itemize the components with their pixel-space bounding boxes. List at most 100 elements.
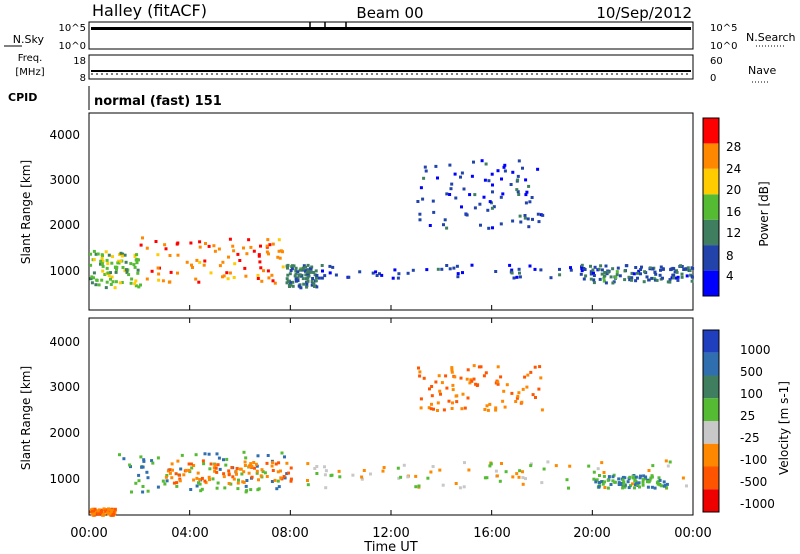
velocity-cell-2-30: [168, 468, 172, 472]
power-cell-0-56: [120, 254, 124, 258]
power-cell-0-80: [97, 283, 101, 287]
velocity-cell-1-14: [199, 489, 203, 493]
velocity-cell-0-84: [106, 511, 110, 515]
power-cell-4-52: [518, 214, 522, 218]
velocity-cell-2-29: [216, 463, 220, 467]
velocity-cell-4-17: [502, 389, 506, 393]
power-cell-1-72: [217, 247, 221, 251]
power-cell-0-75: [110, 261, 114, 265]
power-cell-3-11: [445, 264, 449, 267]
velocity-cell-5-76: [607, 475, 611, 479]
velocity-panel: Slant Range [km] 1000 2000 3000 4000: [19, 317, 694, 517]
velocity-cell-4-18: [461, 392, 465, 396]
power-cell-0-11: [105, 280, 109, 284]
power-cell-0-83: [104, 286, 108, 290]
velocity-cell-4-8: [429, 407, 433, 411]
velocity-cell-2-46: [208, 478, 211, 482]
power-cell-0-8: [135, 261, 139, 265]
power-cell-5-39: [592, 278, 596, 282]
velocity-cell-5-44: [641, 480, 645, 484]
power-cell-1-1: [268, 243, 272, 247]
power-cell-0-2: [105, 258, 109, 262]
power-cell-5-34: [603, 274, 607, 278]
velocity-cell-5-61: [634, 481, 638, 485]
power-cell-5-63: [688, 269, 692, 273]
power-cell-3-41: [328, 264, 332, 268]
velocity-cell-2-57: [243, 464, 247, 467]
power-cell-2-70: [286, 273, 290, 277]
velocity-cell-1-68: [256, 454, 260, 458]
power-cell-1-3: [281, 265, 285, 269]
velocity-cell-5-10: [623, 485, 627, 489]
power-cell-2-71: [285, 264, 289, 268]
velocity-cell-3-44: [521, 482, 525, 486]
xtick-5: 20:00: [573, 526, 610, 541]
velocity-cell-3-24: [546, 460, 550, 464]
power-cell-4-13: [524, 201, 528, 205]
power-cell-1-65: [163, 243, 167, 247]
velocity-cell-2-2: [203, 479, 207, 483]
power-cell-3-12: [593, 265, 597, 269]
power-cell-2-78: [309, 267, 313, 271]
beam-title: Beam 00: [356, 4, 423, 22]
power-cell-0-81: [121, 266, 125, 269]
power-cell-5-70: [639, 272, 642, 276]
power-cell-1-64: [243, 266, 247, 270]
velocity-colorbar-swatch-5: [703, 443, 719, 467]
power-cell-4-16: [460, 205, 463, 209]
power-cell-3-29: [539, 268, 543, 272]
power-cell-0-64: [99, 259, 103, 263]
power-cell-1-8: [232, 249, 236, 253]
velocity-cell-5-37: [595, 478, 599, 482]
power-cell-3-30: [589, 272, 593, 276]
velocity-cell-5-60: [594, 480, 598, 484]
power-cell-3-35: [636, 276, 639, 280]
power-cell-5-56: [611, 281, 615, 285]
velocity-cell-5-67: [644, 475, 648, 479]
power-cell-2-36: [288, 272, 292, 276]
velocity-cell-4-27: [422, 376, 426, 380]
velocity-cell-5-55: [632, 475, 636, 479]
velocity-cell-3-59: [633, 477, 637, 481]
velocity-cell-3-0: [602, 471, 606, 474]
power-cell-5-52: [654, 272, 658, 276]
velocity-cell-2-10: [166, 469, 170, 473]
power-cell-0-22: [132, 263, 136, 267]
velocity-cell-3-30: [454, 482, 458, 485]
power-cell-2-42: [306, 276, 310, 280]
power-cell-5-1: [602, 276, 606, 280]
velocity-cell-3-89: [323, 465, 326, 469]
power-cell-4-81: [448, 163, 452, 167]
power-cell-4-50: [486, 208, 490, 212]
power-cell-2-79: [298, 273, 302, 277]
velocity-cell-5-54: [653, 486, 657, 490]
velocity-cell-3-45: [518, 469, 522, 473]
power-cell-0-30: [120, 281, 124, 284]
power-cell-3-40: [658, 273, 662, 277]
power-cell-1-50: [191, 266, 194, 269]
velocity-cell-2-36: [178, 473, 181, 477]
vel-cbar-tick-100: 100: [740, 387, 763, 401]
velocity-cell-2-41: [242, 470, 246, 474]
power-cell-3-76: [470, 263, 474, 267]
velocity-cell-5-31: [592, 477, 596, 481]
velocity-cell-3-19: [315, 472, 319, 475]
vel-cbar-tick-neg25: -25: [740, 431, 760, 445]
power-cell-4-70: [421, 197, 425, 201]
velocity-cell-2-67: [265, 475, 269, 478]
velocity-cell-5-80: [626, 480, 630, 484]
velocity-cell-4-61: [499, 375, 503, 379]
power-cell-5-17: [652, 276, 656, 280]
velocity-cell-4-84: [531, 393, 535, 397]
velocity-cell-3-57: [462, 485, 466, 489]
velocity-cell-1-12: [249, 488, 253, 492]
power-cell-2-64: [292, 264, 296, 268]
power-cell-0-13: [117, 259, 121, 263]
power-cell-0-14: [92, 276, 95, 280]
power-cell-2-16: [291, 280, 295, 284]
power-cell-5-40: [682, 268, 686, 271]
velocity-cell-1-34: [200, 487, 204, 491]
velocity-cell-2-14: [178, 477, 182, 481]
power-cell-5-47: [600, 268, 604, 272]
power-cell-0-19: [103, 273, 107, 276]
